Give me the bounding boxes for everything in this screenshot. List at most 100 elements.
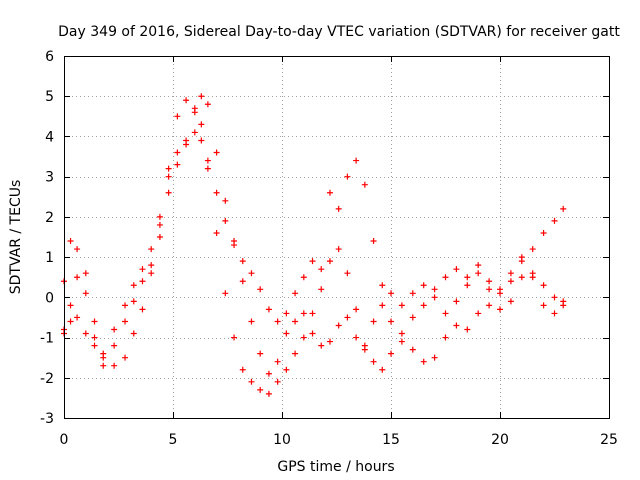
data-point xyxy=(318,286,325,293)
data-point xyxy=(551,294,558,301)
data-point xyxy=(100,354,107,361)
y-tick-label: -3 xyxy=(40,411,54,427)
data-point xyxy=(91,342,98,349)
data-point xyxy=(318,266,325,273)
data-point xyxy=(431,286,438,293)
data-point xyxy=(361,181,368,188)
data-point xyxy=(464,282,471,289)
data-point xyxy=(191,109,198,116)
data-point xyxy=(420,302,427,309)
x-tick-label: 0 xyxy=(60,432,69,448)
data-point xyxy=(442,334,449,341)
y-tick-label: -2 xyxy=(40,371,54,387)
data-point xyxy=(191,129,198,136)
data-point xyxy=(475,262,482,269)
data-point xyxy=(139,278,146,285)
data-point xyxy=(388,290,394,297)
data-point xyxy=(204,101,211,108)
data-point xyxy=(507,278,514,285)
data-point xyxy=(540,302,547,309)
data-point xyxy=(139,266,146,273)
data-point xyxy=(67,318,74,325)
data-point xyxy=(453,266,460,273)
data-point xyxy=(156,221,163,228)
data-point xyxy=(198,93,205,100)
data-point xyxy=(198,121,205,128)
data-point xyxy=(265,390,272,397)
data-point xyxy=(174,149,181,156)
data-point xyxy=(379,282,386,289)
data-point xyxy=(283,366,290,373)
data-point xyxy=(370,358,377,365)
axis-ticks xyxy=(64,56,610,419)
x-tick-label: 10 xyxy=(273,432,291,448)
data-point xyxy=(122,318,129,325)
data-point xyxy=(183,141,190,148)
data-point xyxy=(257,286,264,293)
x-tick-label: 15 xyxy=(382,432,400,448)
grid-lines xyxy=(64,56,609,418)
data-point xyxy=(420,282,427,289)
data-point xyxy=(353,157,360,164)
data-point xyxy=(139,306,146,313)
data-point xyxy=(222,217,229,224)
data-point xyxy=(100,362,107,369)
data-point xyxy=(507,270,514,277)
data-point xyxy=(518,274,525,281)
data-point xyxy=(398,302,405,309)
data-point xyxy=(335,205,342,212)
data-point xyxy=(292,350,299,357)
data-point xyxy=(529,246,536,253)
data-point xyxy=(540,282,547,289)
data-point xyxy=(370,238,377,245)
data-point xyxy=(130,282,137,289)
data-point xyxy=(257,350,264,357)
data-point xyxy=(122,302,129,309)
data-point xyxy=(122,354,129,361)
data-point xyxy=(292,318,299,325)
data-point xyxy=(274,378,281,385)
data-point xyxy=(213,149,220,156)
data-point xyxy=(300,274,307,281)
y-tick-label: 5 xyxy=(45,89,54,105)
data-point xyxy=(148,270,155,277)
data-point xyxy=(318,342,325,349)
data-point xyxy=(204,165,211,172)
data-point xyxy=(431,294,438,301)
data-point xyxy=(283,310,290,317)
data-point xyxy=(475,270,482,277)
data-point xyxy=(174,113,181,120)
data-point xyxy=(174,161,181,168)
data-point xyxy=(486,286,493,293)
data-point xyxy=(431,354,438,361)
data-point xyxy=(540,229,547,236)
data-point xyxy=(326,189,333,196)
data-point xyxy=(300,310,307,317)
data-point xyxy=(82,270,89,277)
data-point xyxy=(91,318,98,325)
data-point xyxy=(353,306,360,313)
data-point xyxy=(222,290,229,297)
data-point xyxy=(464,326,471,333)
data-point xyxy=(74,314,81,321)
data-point xyxy=(409,346,416,353)
data-point xyxy=(222,197,229,204)
data-point xyxy=(91,334,98,341)
data-point xyxy=(257,386,264,393)
data-point xyxy=(213,229,220,236)
data-point xyxy=(326,258,333,265)
data-point xyxy=(148,262,155,269)
data-point xyxy=(309,310,316,317)
data-point xyxy=(409,314,416,321)
data-point xyxy=(82,330,89,337)
data-point xyxy=(344,314,351,321)
data-point xyxy=(111,362,118,369)
data-point xyxy=(335,246,342,253)
data-point xyxy=(165,173,172,180)
data-point xyxy=(442,310,449,317)
data-point xyxy=(497,290,503,297)
chart-title: Day 349 of 2016, Sidereal Day-to-day VTE… xyxy=(58,24,620,40)
series-track-a xyxy=(61,129,567,357)
x-tick-label: 25 xyxy=(600,432,618,448)
